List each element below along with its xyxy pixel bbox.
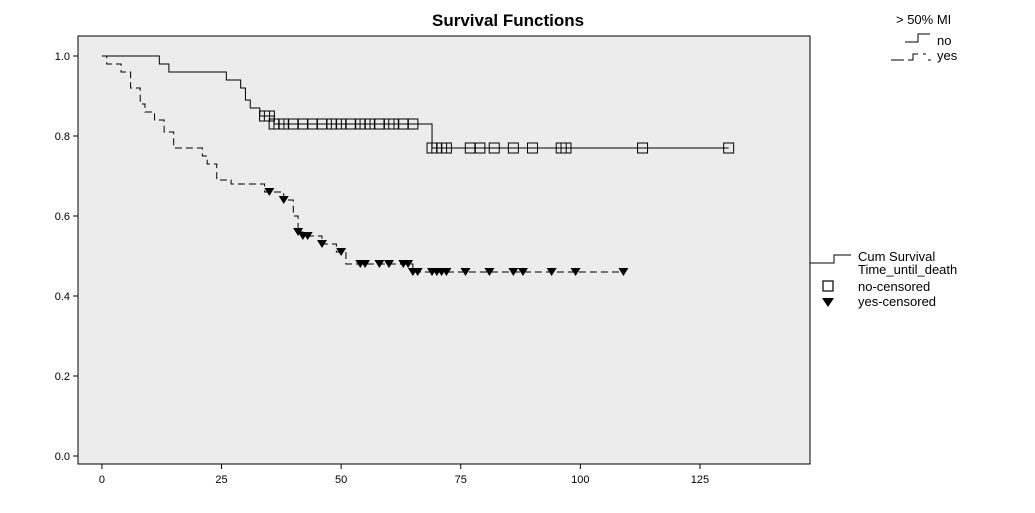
censor-marker-yes xyxy=(570,268,581,276)
y-axis: 0.0 0.2 0.4 0.6 0.8 1.0 xyxy=(55,51,78,463)
legend-right: Cum Survival Time_until_death no-censore… xyxy=(810,249,957,309)
censor-marker-yes xyxy=(264,188,275,196)
legend-no-censored-square-icon xyxy=(822,280,834,292)
x-tick-label: 100 xyxy=(571,474,589,486)
legend-yes-censored-label: yes-censored xyxy=(858,294,936,309)
legend-top-yes-label: yes xyxy=(937,48,958,63)
y-tick-label: 1.0 xyxy=(55,51,70,63)
y-tick-label: 0.4 xyxy=(55,291,70,303)
censor-marker-yes xyxy=(302,232,313,240)
censor-marker-yes xyxy=(412,268,423,276)
censor-marker-yes xyxy=(441,268,452,276)
censor-marker-no xyxy=(723,142,735,154)
y-tick-label: 0.6 xyxy=(55,211,70,223)
curve-yes xyxy=(101,55,624,273)
y-tick-label: 0.0 xyxy=(55,451,70,463)
chart-title: Survival Functions xyxy=(432,11,584,30)
legend-top-no-swatch xyxy=(905,33,930,43)
legend-top-yes-swatch xyxy=(891,53,931,61)
legend-no-censored-label: no-censored xyxy=(858,279,930,294)
legend-top-no-label: no xyxy=(937,33,951,48)
censor-marker-yes xyxy=(336,248,347,256)
censor-marker-yes xyxy=(484,268,495,276)
censor-marker-no xyxy=(507,142,519,154)
censor-marker-yes xyxy=(317,240,327,248)
censor-marker-yes xyxy=(374,260,385,268)
x-tick-label: 125 xyxy=(691,474,709,486)
censor-marker-yes xyxy=(460,268,471,276)
censor-marker-no xyxy=(637,142,649,154)
censor-marker-no xyxy=(440,142,452,154)
censor-marker-yes xyxy=(618,268,629,276)
legend-cum-survival-label: Cum Survival xyxy=(858,249,935,264)
legend-time-until-death-label: Time_until_death xyxy=(858,262,957,277)
censor-marker-no xyxy=(474,142,486,154)
legend-yes-censored-triangle-icon xyxy=(822,298,834,307)
censor-marker-no xyxy=(527,142,539,154)
x-axis: 0 25 50 75 100 125 xyxy=(99,464,709,486)
legend-top: > 50% MI no yes xyxy=(891,12,958,63)
x-tick-label: 75 xyxy=(455,474,467,486)
censor-marker-no xyxy=(407,118,419,130)
censor-markers xyxy=(259,110,735,276)
y-tick-label: 0.8 xyxy=(55,131,70,143)
censor-marker-yes xyxy=(383,260,394,268)
censor-marker-no xyxy=(488,142,500,154)
legend-top-title: > 50% MI xyxy=(896,12,951,27)
censor-marker-no xyxy=(560,142,572,154)
x-tick-label: 25 xyxy=(215,474,227,486)
censor-marker-yes xyxy=(278,196,289,204)
censor-marker-yes xyxy=(360,260,371,268)
censor-marker-yes xyxy=(517,268,528,276)
y-tick-label: 0.2 xyxy=(55,371,70,383)
censor-marker-yes xyxy=(508,268,519,276)
plot-area xyxy=(77,35,811,465)
x-tick-label: 0 xyxy=(99,474,105,486)
legend-cum-survival-swatch xyxy=(810,254,851,264)
x-tick-label: 50 xyxy=(335,474,347,486)
censor-marker-yes xyxy=(546,268,557,276)
censor-marker-yes xyxy=(403,260,414,268)
